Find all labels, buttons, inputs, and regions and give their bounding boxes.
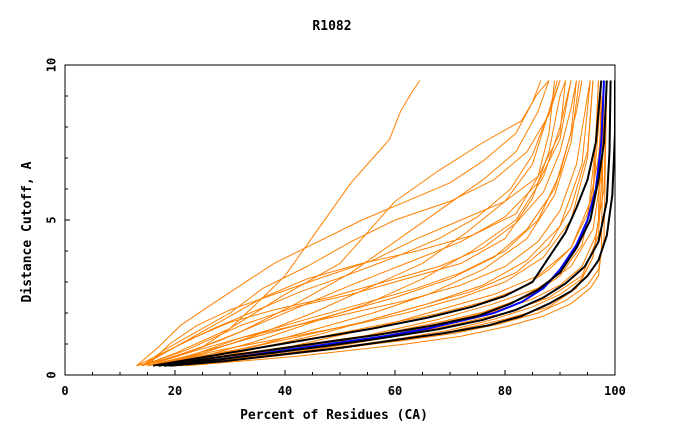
series-line-model-o [152, 80, 594, 367]
series-line-highlight-black-1 [152, 80, 603, 367]
series-line-model-m [141, 80, 566, 367]
series-line-highlight-black-2 [158, 80, 608, 367]
series-line-highlight-black-4 [169, 80, 615, 367]
chart-title: R1082 [312, 19, 351, 34]
series-line-model-aa [136, 80, 542, 367]
series-line-model-ac [141, 80, 558, 367]
series-line-model-ad [185, 80, 605, 367]
series-line-model-k [141, 80, 561, 367]
x-tick-label: 20 [168, 384, 182, 398]
series-line-model-r [147, 80, 577, 367]
x-axis-ticks: 0 20 40 60 80 100 [61, 370, 626, 398]
x-tick-label: 100 [604, 384, 626, 398]
series-line-model-g [158, 80, 599, 367]
y-tick-label: 10 [45, 58, 59, 72]
plot-lines [136, 80, 615, 367]
x-tick-label: 0 [61, 384, 68, 398]
series-line-model-w [141, 80, 577, 367]
series-line-highlight-black-3 [163, 80, 612, 367]
x-tick-label: 40 [278, 384, 292, 398]
series-line-model-p [158, 80, 599, 367]
x-tick-label: 80 [498, 384, 512, 398]
y-tick-label: 5 [45, 216, 59, 223]
series-line-model-v [147, 80, 566, 367]
series-line-model-q [141, 80, 572, 367]
series-line-model-i [163, 80, 608, 367]
y-tick-label: 0 [45, 371, 59, 378]
series-line-model-l [136, 80, 555, 367]
series-line-model-a [141, 80, 550, 367]
x-tick-label: 60 [388, 384, 402, 398]
y-axis-ticks: 0 5 10 [45, 58, 70, 379]
x-axis-label: Percent of Residues (CA) [240, 408, 428, 423]
series-line-model-outlier [136, 80, 421, 367]
series-line-model-h [163, 80, 605, 367]
series-line-model-x [152, 80, 591, 367]
y-axis-label: Distance Cutoff, A [20, 161, 35, 302]
series-line-model-s [152, 80, 594, 367]
series-line-highlight-blue [163, 80, 605, 367]
